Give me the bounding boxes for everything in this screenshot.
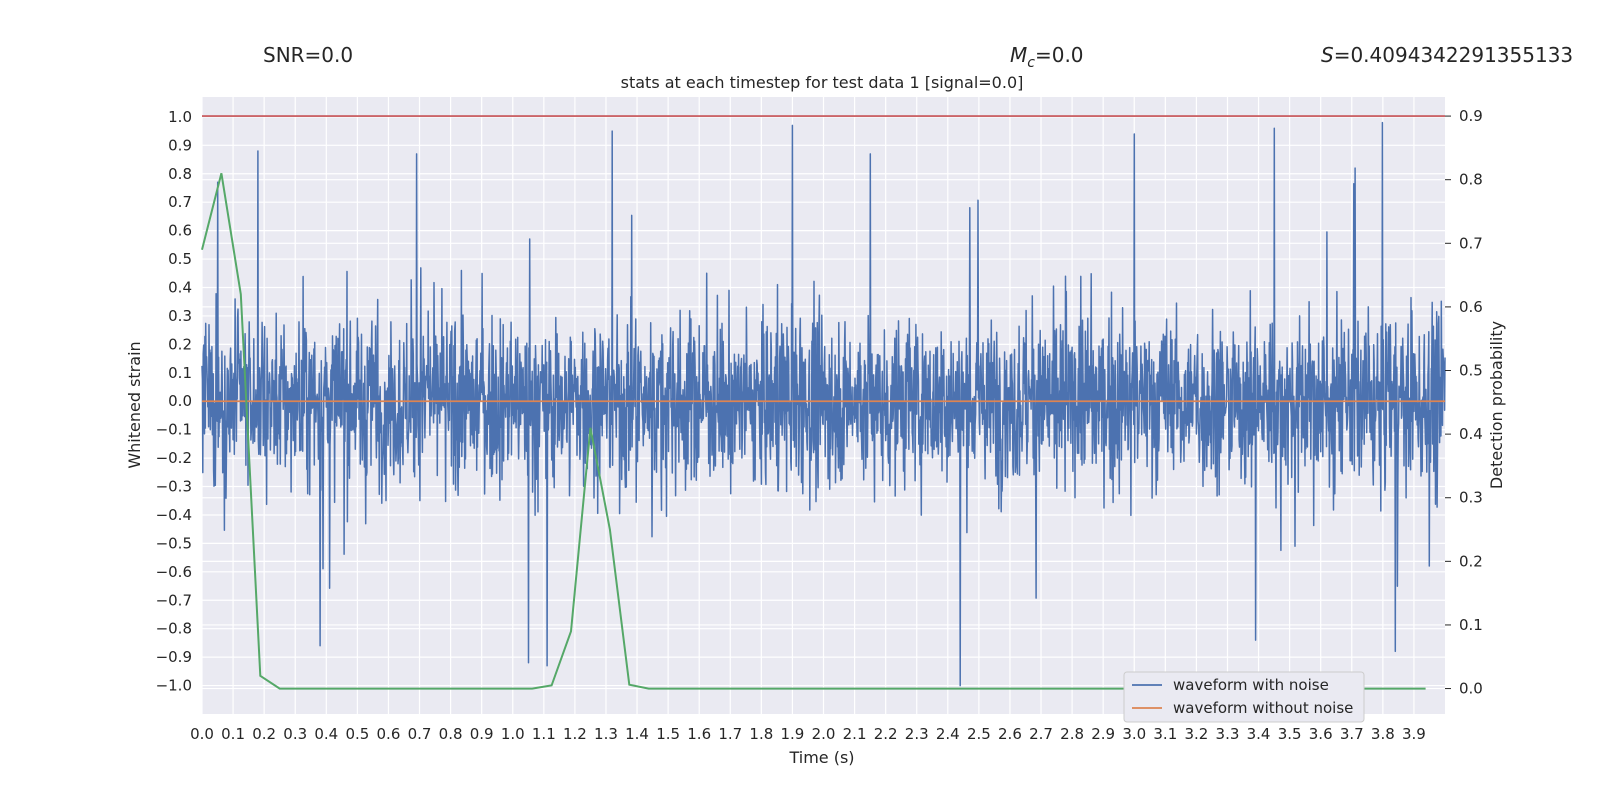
x-tick-label: 0.9	[470, 725, 494, 743]
x-tick-label: 2.2	[874, 725, 898, 743]
x-tick-label: 2.9	[1091, 725, 1115, 743]
x-tick-label: 1.8	[749, 725, 773, 743]
score-symbol: S	[1321, 43, 1334, 67]
y-tick-label: −0.9	[156, 648, 192, 666]
x-tick-label: 3.6	[1309, 725, 1333, 743]
x-tick-label: 2.0	[812, 725, 836, 743]
y-tick-label: 0.5	[168, 250, 192, 268]
x-tick-label: 1.6	[687, 725, 711, 743]
y-tick-label: −0.4	[156, 506, 192, 524]
y-tick-label: 0.2	[168, 335, 192, 353]
x-tick-label: 3.0	[1122, 725, 1146, 743]
legend-label-clean: waveform without noise	[1173, 699, 1353, 717]
x-tick-label: 2.8	[1060, 725, 1084, 743]
x-tick-label: 0.4	[314, 725, 338, 743]
chirp-mass-annotation: Mc=0.0	[1010, 43, 1084, 71]
x-tick-label: 1.9	[780, 725, 804, 743]
x-tick-label: 0.8	[439, 725, 463, 743]
y2-tick-label: 0.0	[1459, 680, 1483, 698]
x-tick-label: 1.3	[594, 725, 618, 743]
legend: waveform with noise waveform without noi…	[1123, 671, 1365, 723]
x-tick-label: 1.7	[718, 725, 742, 743]
legend-box	[1123, 671, 1365, 723]
y-tick-label: −0.7	[156, 591, 192, 609]
x-tick-label: 0.0	[190, 725, 214, 743]
x-axis-ticks: 0.0 0.1 0.2 0.3 0.4 0.5 0.6 0.7 0.8 0.9 1.0 1.1 1.2 1…	[190, 725, 1426, 743]
chirp-mass-subscript: c	[1027, 55, 1035, 71]
y2-tick-label: 0.1	[1459, 616, 1483, 634]
x-tick-label: 0.2	[252, 725, 276, 743]
legend-label-noise: waveform with noise	[1173, 676, 1329, 694]
y-tick-label: 0.1	[168, 364, 192, 382]
y-axis-label: Whitened strain	[125, 341, 144, 468]
x-tick-label: 2.4	[936, 725, 960, 743]
x-tick-label: 0.7	[408, 725, 432, 743]
y2-axis-label: Detection probability	[1487, 321, 1506, 489]
x-tick-label: 1.4	[625, 725, 649, 743]
x-tick-label: 0.3	[283, 725, 307, 743]
x-tick-label: 1.1	[532, 725, 556, 743]
x-tick-label: 0.6	[377, 725, 401, 743]
x-tick-label: 2.6	[998, 725, 1022, 743]
x-tick-label: 3.2	[1184, 725, 1208, 743]
y2-tick-label: 0.7	[1459, 234, 1483, 252]
y-tick-label: 0.7	[168, 193, 192, 211]
y-tick-label: −0.6	[156, 563, 192, 581]
y-tick-label: −1.0	[156, 677, 192, 695]
x-tick-label: 1.2	[563, 725, 587, 743]
x-tick-label: 3.8	[1371, 725, 1395, 743]
y-tick-label: 0.8	[168, 165, 192, 183]
y2-tick-label: 0.2	[1459, 552, 1483, 570]
y-tick-label: −0.2	[156, 449, 192, 467]
y-tick-label: −0.8	[156, 620, 192, 638]
y-tick-label: −0.1	[156, 421, 192, 439]
x-tick-label: 3.5	[1278, 725, 1302, 743]
waveform-with-noise-line	[201, 121, 1446, 687]
y-tick-label: 0.6	[168, 222, 192, 240]
x-axis-label: Time (s)	[788, 748, 854, 767]
x-tick-label: 3.1	[1153, 725, 1177, 743]
y2-tick-label: 0.9	[1459, 107, 1483, 125]
x-tick-label: 1.5	[656, 725, 680, 743]
x-tick-label: 0.5	[345, 725, 369, 743]
score-annotation: S=0.4094342291355133	[1321, 43, 1573, 67]
y2-tick-label: 0.4	[1459, 425, 1483, 443]
x-tick-label: 2.1	[843, 725, 867, 743]
chart-title: stats at each timestep for test data 1 […	[621, 73, 1024, 92]
y-tick-label: −0.5	[156, 534, 192, 552]
x-tick-label: 3.9	[1402, 725, 1426, 743]
detection-probability-series	[201, 173, 1426, 690]
y2-tick-label: 0.3	[1459, 489, 1483, 507]
score-value: =0.4094342291355133	[1334, 43, 1573, 67]
y2-tick-label: 0.6	[1459, 298, 1483, 316]
y-tick-label: 0.4	[168, 279, 192, 297]
x-tick-label: 3.4	[1247, 725, 1271, 743]
y2-tick-label: 0.8	[1459, 171, 1483, 189]
y-axis-ticks: 1.0 0.9 0.8 0.7 0.6 0.5 0.4 0.3 0.2 0.1 0.0 −0.1 −0.…	[156, 108, 192, 695]
x-tick-label: 3.7	[1340, 725, 1364, 743]
x-tick-label: 2.3	[905, 725, 929, 743]
waveform-with-noise-series	[201, 121, 1446, 687]
chirp-mass-value: =0.0	[1035, 43, 1084, 67]
x-tick-label: 3.3	[1216, 725, 1240, 743]
y-tick-label: 0.3	[168, 307, 192, 325]
x-tick-label: 2.7	[1029, 725, 1053, 743]
x-tick-label: 2.5	[967, 725, 991, 743]
detection-probability-line	[201, 173, 1426, 690]
x-tick-label: 0.1	[221, 725, 245, 743]
y-tick-label: 1.0	[168, 108, 192, 126]
y2-axis-ticks: 0.9 0.8 0.7 0.6 0.5 0.4 0.3 0.2 0.1 0.0	[1445, 107, 1483, 698]
x-tick-label: 1.0	[501, 725, 525, 743]
y-tick-label: 0.9	[168, 136, 192, 154]
y-tick-label: 0.0	[168, 392, 192, 410]
snr-annotation: SNR=0.0	[263, 43, 353, 67]
y-tick-label: −0.3	[156, 478, 192, 496]
chirp-mass-symbol: M	[1010, 43, 1027, 67]
y2-tick-label: 0.5	[1459, 362, 1483, 380]
